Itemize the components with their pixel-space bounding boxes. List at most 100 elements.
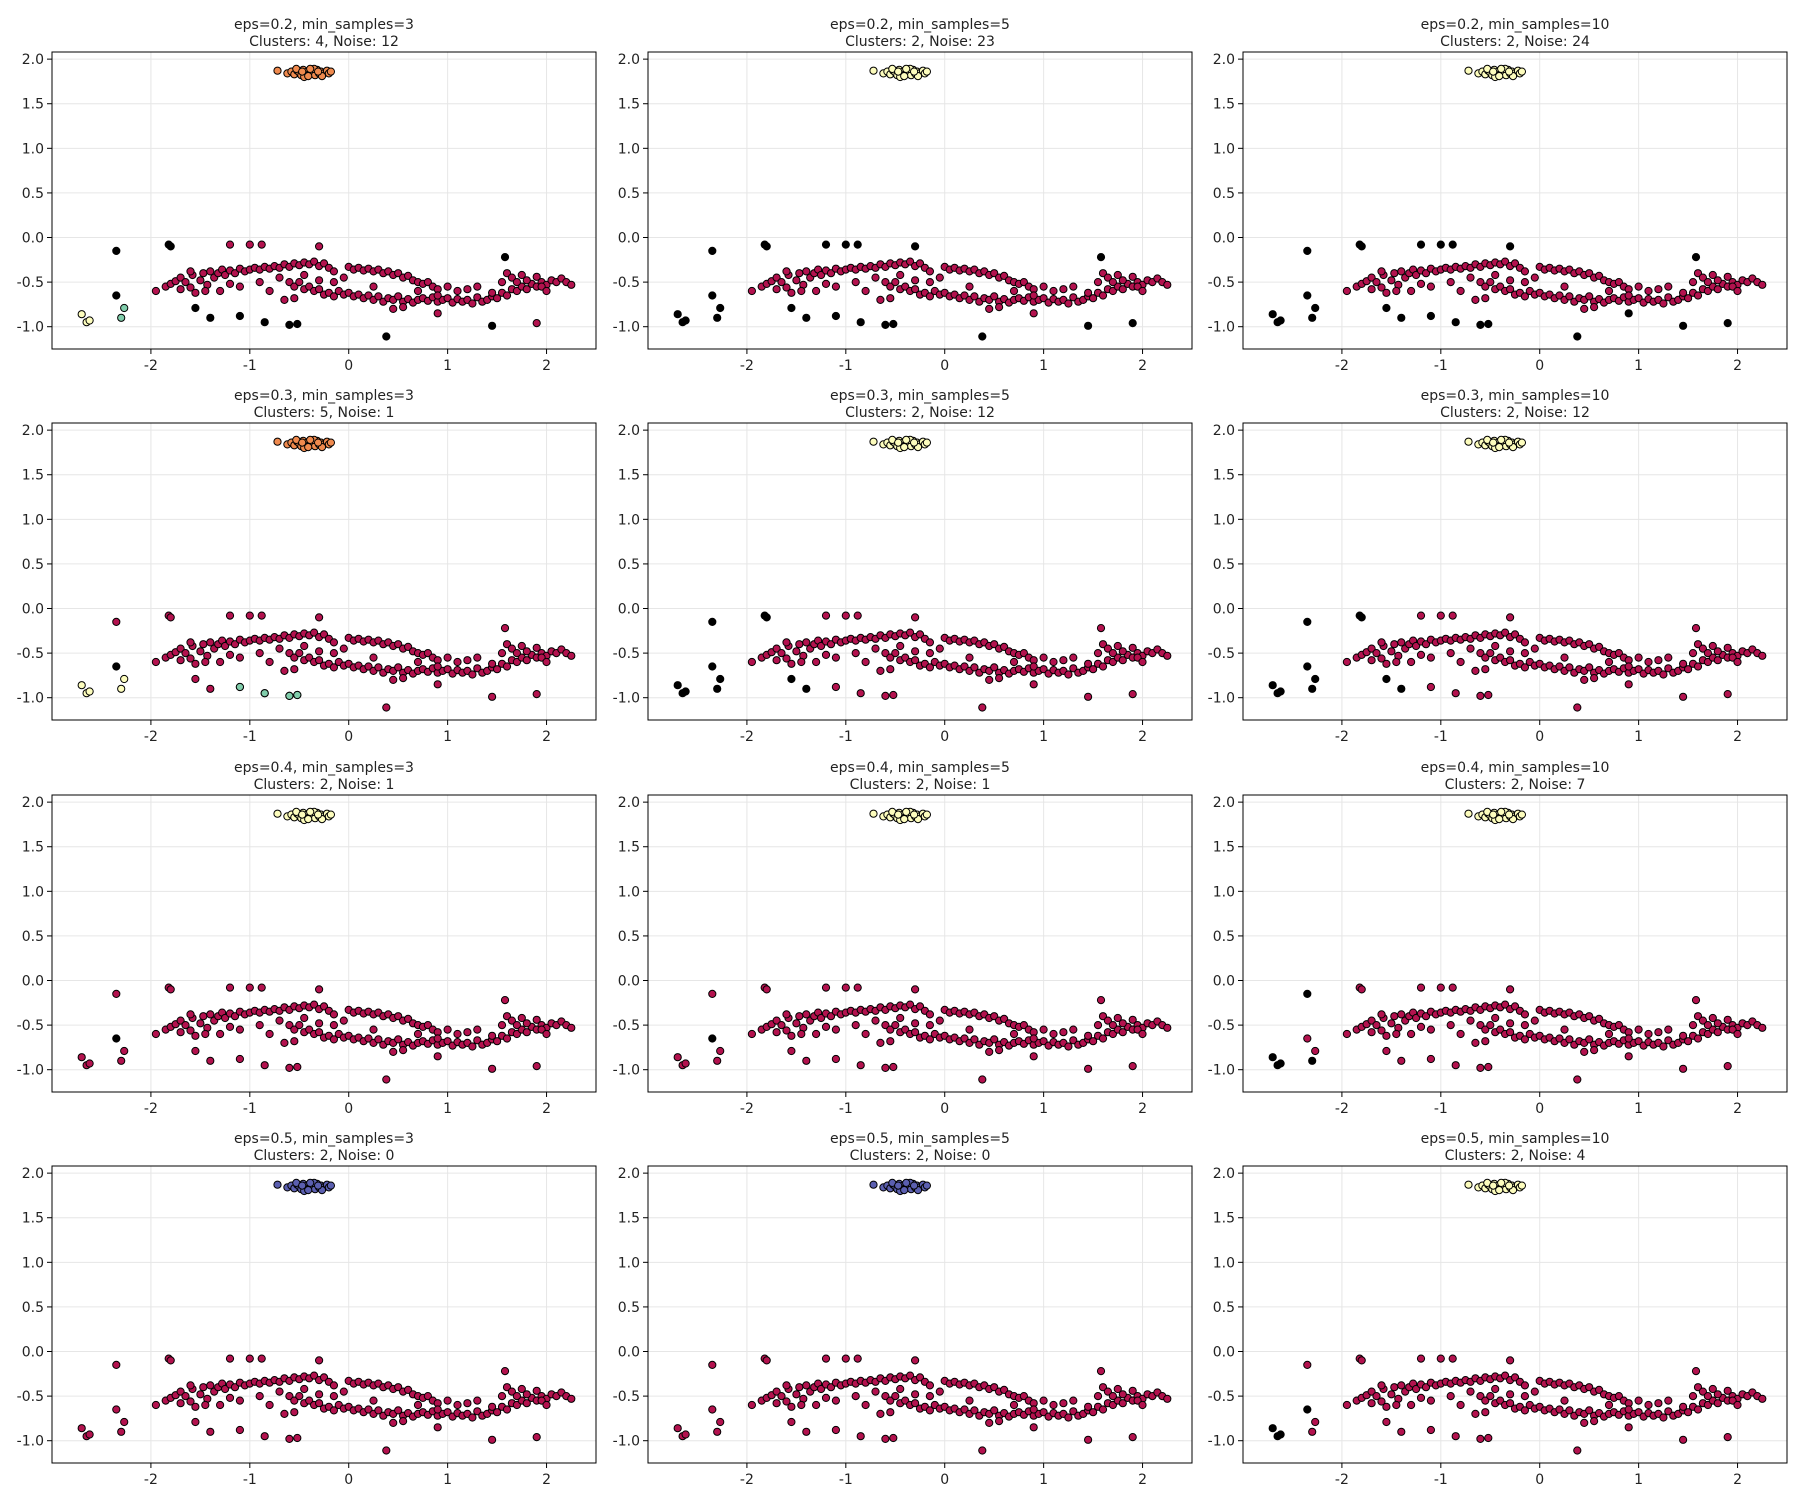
data-point-main-cluster xyxy=(886,653,895,662)
data-point-main-cluster xyxy=(886,294,895,303)
data-point-main-cluster xyxy=(522,656,531,665)
data-point-main-cluster xyxy=(1029,680,1038,689)
data-point-main-cluster xyxy=(911,276,920,285)
data-point-noise xyxy=(708,662,717,671)
data-point-main-cluster xyxy=(1098,1405,1108,1414)
data-point-main-cluster xyxy=(507,1387,516,1396)
data-point-main-cluster xyxy=(1382,659,1391,668)
data-point-main-cluster xyxy=(1476,649,1485,658)
data-point-main-cluster xyxy=(925,1035,935,1044)
data-point-main-cluster xyxy=(1416,650,1426,660)
data-point-main-cluster xyxy=(1698,644,1708,653)
x-tick-label: -2 xyxy=(144,1472,158,1488)
data-point-main-cluster xyxy=(329,1021,338,1030)
data-point-noise xyxy=(1476,320,1485,329)
data-point-main-cluster xyxy=(1684,294,1693,303)
data-point-main-cluster xyxy=(1664,653,1673,662)
y-tick-label: 1.0 xyxy=(22,512,44,528)
y-tick-label: 2.0 xyxy=(22,52,44,68)
data-point-noise xyxy=(206,313,215,322)
data-point-noise xyxy=(802,313,811,322)
data-point-main-cluster xyxy=(881,278,890,287)
data-point-main-cluster xyxy=(399,1417,408,1426)
data-point-top-cluster xyxy=(1489,810,1498,819)
data-point-main-cluster xyxy=(1624,291,1633,300)
data-point-main-cluster xyxy=(389,1047,398,1057)
data-point-top-cluster xyxy=(869,809,878,818)
y-tick-label: 1.0 xyxy=(22,141,44,157)
data-point-main-cluster xyxy=(512,1021,522,1030)
data-point-top-cluster xyxy=(314,67,323,76)
data-point-top-cluster xyxy=(298,810,307,819)
data-point-main-cluster xyxy=(512,1392,522,1401)
data-point-main-cluster xyxy=(1703,1021,1713,1030)
x-tick-label: -2 xyxy=(1335,729,1349,745)
data-point-main-cluster xyxy=(1416,611,1426,620)
data-point-main-cluster xyxy=(191,288,200,297)
data-point-main-cluster xyxy=(1390,269,1399,278)
data-point-main-cluster xyxy=(1758,1023,1767,1032)
x-tick-label: 1 xyxy=(1039,1472,1048,1488)
data-point-main-cluster xyxy=(747,1029,757,1039)
data-point-main-cluster xyxy=(191,1031,200,1040)
data-point-main-cluster xyxy=(567,1394,576,1403)
data-point-main-cluster xyxy=(1357,985,1366,994)
data-point-main-cluster xyxy=(329,292,338,301)
data-point-main-cluster xyxy=(1138,1029,1147,1039)
x-tick-label: 2 xyxy=(1733,729,1742,745)
data-point-main-cluster xyxy=(1565,1035,1574,1044)
data-point-main-cluster xyxy=(374,1406,383,1415)
data-point-main-cluster xyxy=(285,649,294,658)
data-point-main-cluster xyxy=(329,1406,338,1415)
data-point-main-cluster xyxy=(1713,285,1722,294)
data-point-main-cluster xyxy=(255,1021,264,1030)
axes-frame xyxy=(1242,794,1788,1093)
data-point-main-cluster xyxy=(853,611,862,620)
data-point-main-cluster xyxy=(886,1408,895,1417)
data-point-main-cluster xyxy=(315,1019,324,1028)
data-point-main-cluster xyxy=(265,1029,274,1039)
axes-frame xyxy=(51,794,597,1093)
data-point-main-cluster xyxy=(1089,294,1098,303)
x-tick-label: 0 xyxy=(940,358,949,374)
data-point-main-cluster xyxy=(1506,613,1515,622)
data-point-main-cluster xyxy=(230,269,240,278)
data-point-main-cluster xyxy=(1372,649,1381,658)
data-point-main-cluster xyxy=(925,1010,935,1019)
data-point-main-cluster xyxy=(1481,1396,1490,1405)
data-point-main-cluster xyxy=(1688,278,1698,287)
data-point-main-cluster xyxy=(315,285,324,294)
subplot-title: eps=0.2, min_samples=10 xyxy=(1421,17,1610,33)
y-tick-label: 1.5 xyxy=(22,468,44,484)
data-point-main-cluster xyxy=(315,1399,324,1408)
x-tick-label: 1 xyxy=(1634,1101,1643,1117)
data-point-main-cluster xyxy=(935,1016,944,1025)
data-point-main-cluster xyxy=(1713,1390,1722,1399)
data-point-main-cluster xyxy=(935,644,944,653)
data-point-main-cluster xyxy=(1679,288,1688,297)
data-point-main-cluster xyxy=(532,690,541,699)
data-point-main-cluster xyxy=(1659,670,1668,679)
subplot-subtitle: Clusters: 2, Noise: 7 xyxy=(1445,777,1586,793)
data-point-noise xyxy=(1382,674,1391,684)
data-point-main-cluster xyxy=(522,285,531,294)
data-point-main-cluster xyxy=(1049,1400,1058,1410)
data-point-main-cluster xyxy=(886,1037,895,1046)
data-point-main-cluster xyxy=(965,1396,974,1405)
data-point-main-cluster xyxy=(1096,996,1106,1005)
x-tick-label: -2 xyxy=(740,1101,754,1117)
data-point-main-cluster xyxy=(1436,611,1445,620)
data-point-main-cluster xyxy=(826,1383,836,1392)
y-tick-label: -0.5 xyxy=(17,646,44,662)
data-point-main-cluster xyxy=(260,1061,269,1070)
y-tick-label: 1.0 xyxy=(22,884,44,900)
data-point-noise xyxy=(1624,309,1633,318)
data-point-main-cluster xyxy=(1634,653,1643,662)
x-tick-label: -1 xyxy=(243,358,257,374)
data-point-main-cluster xyxy=(1089,1037,1098,1046)
data-point-main-cluster xyxy=(1713,276,1722,285)
data-point-main-cluster xyxy=(433,680,442,689)
data-point-top-cluster xyxy=(1464,1180,1473,1189)
